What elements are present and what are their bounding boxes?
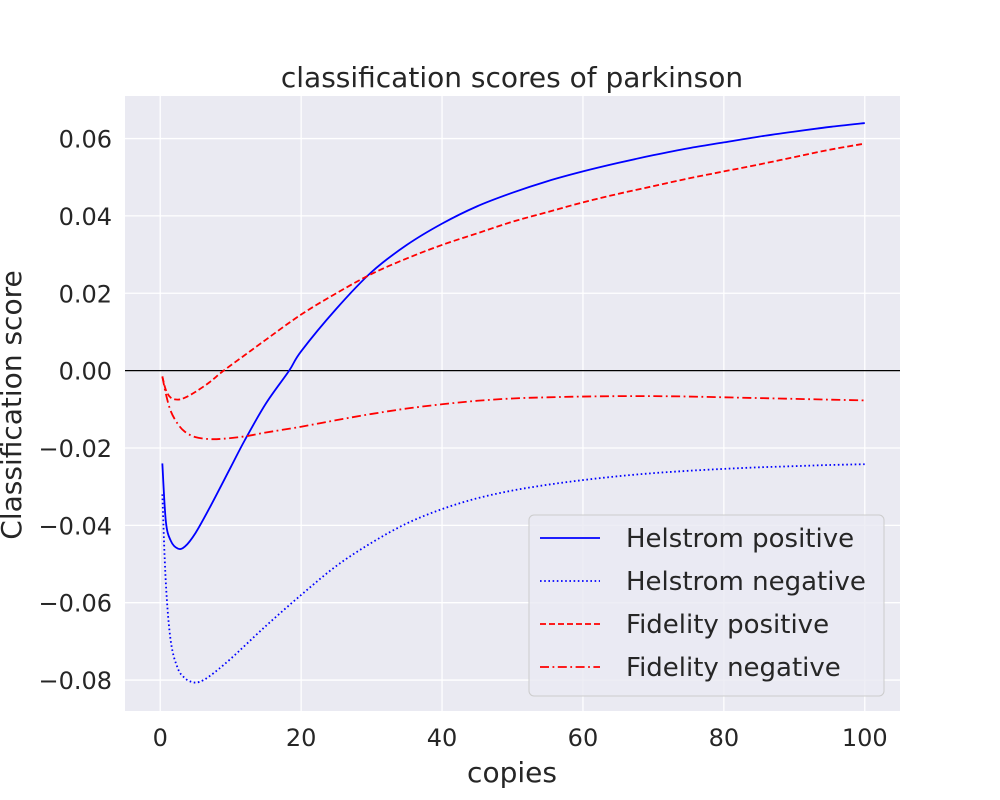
y-tick-label: 0.02 [59,280,112,308]
legend-label: Helstrom positive [626,524,854,554]
x-tick-label: 0 [153,724,168,752]
y-tick-label: −0.04 [38,512,112,540]
legend-label: Fidelity negative [626,653,841,683]
y-tick-label: 0.06 [59,126,112,154]
series-line-fidelity-negative [161,376,865,441]
chart-title: classification scores of parkinson [281,61,743,94]
series-line-fidelity-positive [161,142,865,401]
series-lines [161,122,865,684]
y-tick-label: 0.00 [59,358,112,386]
x-tick-label: 100 [842,724,888,752]
legend-box [528,514,885,697]
x-tick-label: 60 [568,724,599,752]
y-tick-label: −0.02 [38,435,112,463]
x-tick-label: 40 [427,724,458,752]
legend-label: Helstrom negative [626,567,866,597]
y-tick-label: −0.06 [38,590,112,618]
x-tick-labels: 0 20 40 60 80 100 [153,724,888,752]
legend-entries: Helstrom positive Helstrom negative Fideli… [540,524,866,683]
legend: Helstrom positive Helstrom negative Fideli… [528,514,885,697]
y-tick-label: −0.08 [38,667,112,695]
y-tick-label: 0.04 [59,203,112,231]
y-axis-label: Classification score [0,270,28,539]
x-tick-label: 20 [286,724,317,752]
series-line-helstrom-positive [161,122,865,550]
y-tick-labels: −0.08 −0.06 −0.04 −0.02 0.00 0.02 0.04 0.06 [38,126,112,696]
x-tick-label: 80 [709,724,740,752]
legend-label: Fidelity positive [626,610,829,640]
series-line-helstrom-negative [161,463,865,684]
x-axis-label: copies [467,756,557,789]
